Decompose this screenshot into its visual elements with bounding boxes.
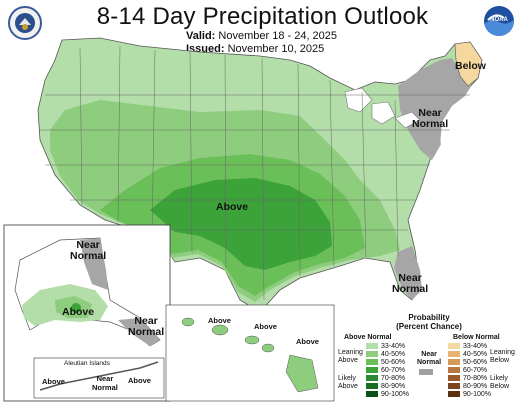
legend-near-header: Near Normal bbox=[417, 351, 442, 366]
legend-below-swatch bbox=[448, 367, 460, 374]
aleutian-near-normal-label: Near Normal bbox=[92, 374, 118, 392]
legend-above-range-label: 90-100% bbox=[381, 391, 410, 398]
legend-leaning-above: Leaning Above bbox=[338, 349, 363, 364]
aleutian-chain bbox=[39, 361, 159, 391]
legend-below-swatch bbox=[448, 343, 460, 350]
ak-near-normal-n-label: Near Normal bbox=[70, 239, 107, 262]
legend-below-row: 40-50% bbox=[448, 351, 491, 359]
legend-above-range-label: 50-60% bbox=[381, 359, 406, 366]
aleutian-above-label: Above bbox=[42, 377, 65, 386]
legend-below-range-label: 60-70% bbox=[463, 367, 488, 374]
legend-above-scale: 33-40% 40-50% 50-60% 60-70% 70-80% 80-90% 90-1… bbox=[366, 343, 409, 399]
legend-above-swatch bbox=[366, 367, 378, 374]
legend-below-swatch bbox=[448, 375, 460, 382]
near-normal-ne-area bbox=[398, 58, 470, 160]
legend-below-row: 80-90% bbox=[448, 383, 491, 391]
above-conus-label: Above bbox=[216, 201, 249, 213]
above-60-70-area bbox=[150, 178, 332, 270]
legend-title: Probability (Percent Chance) bbox=[396, 313, 462, 331]
legend-below-range-label: 70-80% bbox=[463, 375, 488, 382]
aleutian-inset-frame bbox=[33, 357, 165, 399]
legend-below-range-label: 33-40% bbox=[463, 343, 488, 350]
legend-above-range-label: 33-40% bbox=[381, 343, 406, 350]
near-normal-se-label: Near Normal bbox=[392, 272, 429, 295]
legend-above-row: 33-40% bbox=[366, 343, 409, 351]
legend-below-row: 50-60% bbox=[448, 359, 491, 367]
legend-above-swatch bbox=[366, 391, 378, 398]
legend-above-range-label: 70-80% bbox=[381, 375, 406, 382]
aleutian-above-label-2: Above bbox=[128, 376, 151, 385]
legend-below-header: Below Normal bbox=[453, 334, 500, 341]
valid-label: Valid: bbox=[186, 30, 216, 42]
alaska-above-dot bbox=[71, 303, 81, 313]
legend-above-range-label: 80-90% bbox=[381, 383, 406, 390]
legend-likely-below: Likely Below bbox=[490, 375, 510, 390]
legend-below-row: 60-70% bbox=[448, 367, 491, 375]
legend-above-row: 70-80% bbox=[366, 375, 409, 383]
legend: Probability (Percent Chance) Above Norma… bbox=[338, 313, 520, 403]
legend-above-swatch bbox=[366, 343, 378, 350]
legend-above-row: 50-60% bbox=[366, 359, 409, 367]
below-maine-area bbox=[454, 41, 483, 87]
legend-below-row: 70-80% bbox=[448, 375, 491, 383]
valid-line: Valid: November 18 - 24, 2025 bbox=[186, 30, 337, 42]
below-ne-label: Below bbox=[455, 60, 486, 72]
hawaii-islands bbox=[181, 317, 319, 393]
legend-below-range-label: 40-50% bbox=[463, 351, 488, 358]
alaska-near-normal-se-area bbox=[118, 318, 160, 346]
noaa-logo-text: NOAA bbox=[490, 17, 508, 23]
legend-below-swatch bbox=[448, 359, 460, 366]
legend-below-row: 90-100% bbox=[448, 391, 491, 399]
hi-above-label-3: Above bbox=[296, 337, 319, 346]
valid-value: November 18 - 24, 2025 bbox=[218, 30, 338, 42]
near-normal-se-area bbox=[394, 246, 422, 300]
legend-likely-above: Likely Above bbox=[338, 375, 358, 390]
near-normal-ne-label: Near Normal bbox=[412, 107, 449, 130]
legend-below-range-label: 90-100% bbox=[463, 391, 492, 398]
legend-above-header: Above Normal bbox=[344, 334, 392, 341]
legend-above-swatch bbox=[366, 383, 378, 390]
legend-below-scale: 33-40% 40-50% 50-60% 60-70% 70-80% 80-90% 90-1… bbox=[448, 343, 491, 399]
legend-above-row: 60-70% bbox=[366, 367, 409, 375]
legend-above-row: 40-50% bbox=[366, 351, 409, 359]
legend-below-swatch bbox=[448, 391, 460, 398]
issued-line: Issued: November 10, 2025 bbox=[186, 43, 324, 55]
alaska-near-normal-n-area bbox=[80, 238, 108, 290]
legend-above-range-label: 60-70% bbox=[381, 367, 406, 374]
noaa-seal-icon bbox=[8, 6, 42, 40]
legend-above-swatch bbox=[366, 351, 378, 358]
legend-above-row: 80-90% bbox=[366, 383, 409, 391]
legend-below-row: 33-40% bbox=[448, 343, 491, 351]
legend-above-swatch bbox=[366, 375, 378, 382]
ak-above-label: Above bbox=[62, 306, 95, 318]
great-lakes bbox=[344, 87, 421, 129]
ak-near-normal-se-label: Near Normal bbox=[128, 315, 165, 338]
legend-above-range-label: 40-50% bbox=[381, 351, 406, 358]
issued-value: November 10, 2025 bbox=[227, 43, 325, 55]
map-title: 8-14 Day Precipitation Outlook bbox=[96, 3, 429, 30]
legend-below-swatch bbox=[448, 383, 460, 390]
state-borders bbox=[40, 45, 470, 301]
hi-above-label-1: Above bbox=[208, 316, 231, 325]
legend-below-range-label: 80-90% bbox=[463, 383, 488, 390]
legend-above-swatch bbox=[366, 359, 378, 366]
legend-leaning-below: Leaning Below bbox=[490, 349, 515, 364]
legend-near-swatch bbox=[419, 369, 433, 375]
legend-below-range-label: 50-60% bbox=[463, 359, 488, 366]
aleutian-title: Aleutian Islands bbox=[64, 360, 110, 367]
legend-above-row: 90-100% bbox=[366, 391, 409, 399]
legend-below-swatch bbox=[448, 351, 460, 358]
noaa-logo-icon: NOAA bbox=[484, 6, 514, 36]
hi-above-label-2: Above bbox=[254, 322, 277, 331]
